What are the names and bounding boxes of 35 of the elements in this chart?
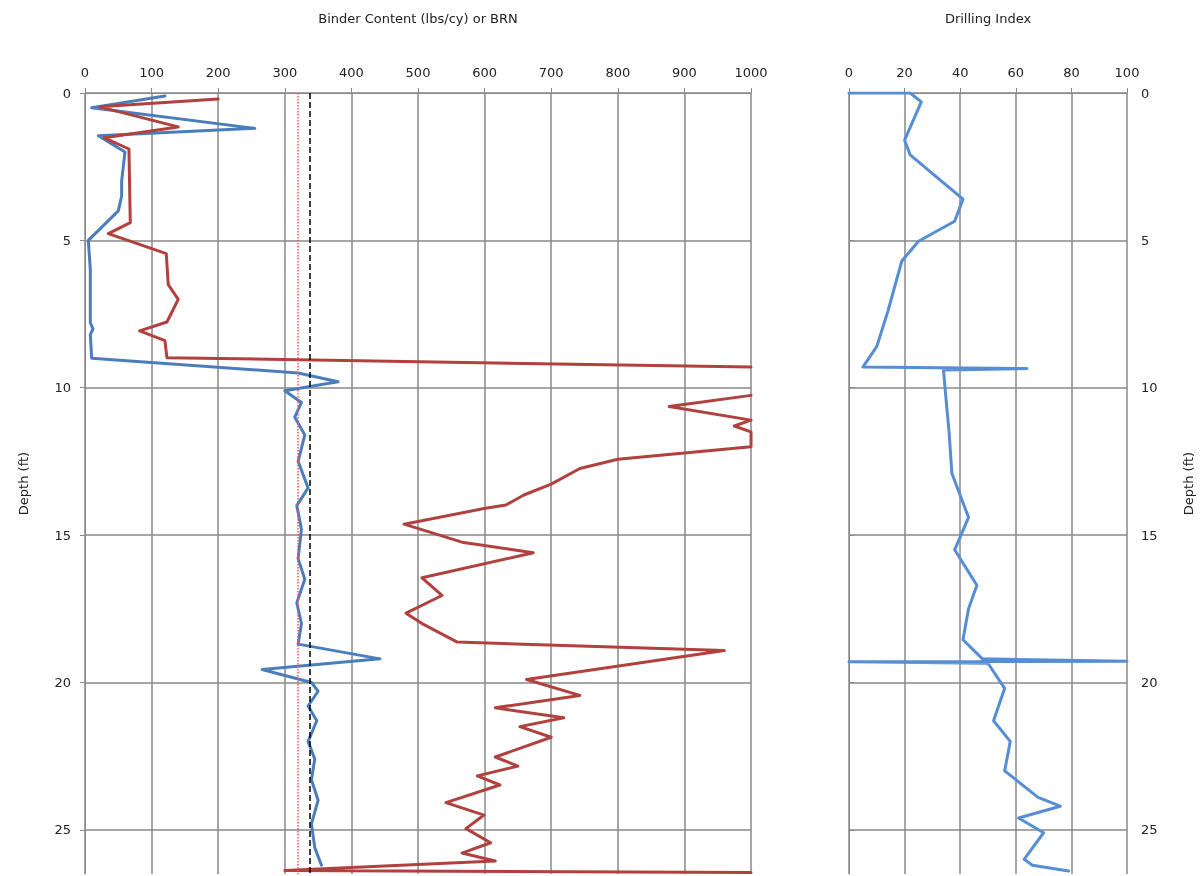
x-tick-label: 400: [338, 65, 364, 80]
y-tick-label: 0: [62, 85, 71, 101]
y-tick-label: 5: [1141, 232, 1150, 248]
y-tick-label: 10: [54, 380, 71, 396]
y-tick-label: 20: [1141, 674, 1158, 690]
x-axis-title: Binder Content (lbs/cy) or BRN: [318, 11, 518, 26]
x-tick-label: 300: [272, 65, 298, 80]
x-tick-label: 100: [139, 65, 165, 80]
x-tick-label: 200: [205, 65, 231, 80]
x-tick-label: 0: [80, 65, 90, 80]
y-tick-label: 15: [1141, 527, 1158, 543]
x-tick-label: 800: [605, 65, 631, 80]
y-tick-label: 10: [1141, 380, 1158, 396]
y-tick-label: 15: [54, 527, 71, 543]
line-series: [86, 94, 382, 867]
x-tick-label: 0: [844, 65, 854, 80]
x-axis-title: Drilling Index: [944, 11, 1032, 26]
y-axis-title: Depth (ft): [1181, 451, 1196, 516]
x-tick-label: 80: [1063, 65, 1080, 80]
line-series: [847, 91, 1129, 873]
x-tick-label: 600: [472, 65, 498, 80]
x-tick-label: 500: [405, 65, 431, 80]
x-tick-label: 100: [1114, 65, 1140, 80]
y-tick-label: 20: [54, 674, 71, 690]
y-tick-label: 5: [62, 232, 71, 248]
x-tick-label: 60: [1007, 65, 1025, 80]
y-axis-title: Depth (ft): [16, 451, 31, 516]
x-tick-label: 700: [538, 65, 564, 80]
y-tick-label: 25: [54, 822, 71, 838]
x-tick-label: 1000: [734, 65, 768, 80]
y-tick-label: 0: [1141, 85, 1150, 101]
x-tick-label: 40: [951, 65, 969, 80]
x-tick-label: 20: [896, 65, 913, 80]
y-tick-label: 25: [1141, 822, 1158, 838]
x-tick-label: 900: [671, 65, 697, 80]
